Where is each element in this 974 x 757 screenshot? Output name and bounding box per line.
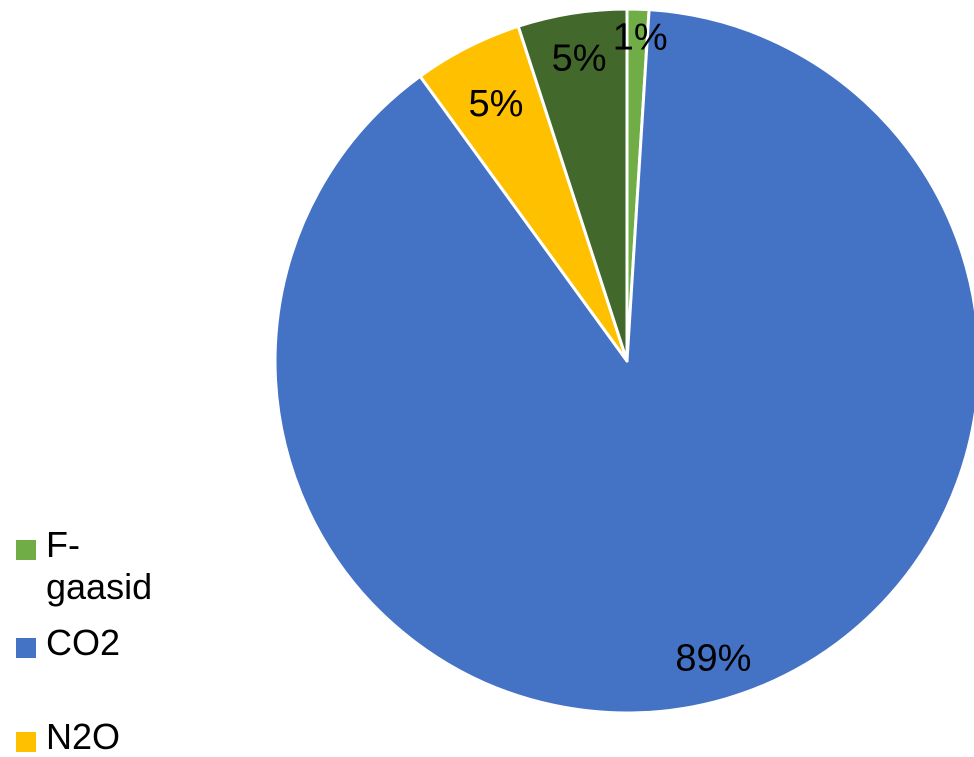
pie-slice-co2 <box>273 8 974 715</box>
pie-slice-other-3 <box>516 7 629 363</box>
data-label-f-gaasid: 1% <box>613 16 668 58</box>
legend-item-f-gaasid: F- gaasid <box>16 524 166 607</box>
legend-item-co2: CO2 <box>16 616 166 676</box>
legend-item-n2o: N2O <box>16 700 166 757</box>
legend-swatch-f-gaasid <box>16 540 36 560</box>
data-label-other-3: 5% <box>552 38 607 80</box>
data-label-co2: 89% <box>675 638 751 680</box>
data-label-n2o: 5% <box>469 83 524 125</box>
legend-label-co2: CO2 <box>46 622 121 663</box>
legend-swatch-co2 <box>16 638 36 658</box>
legend-label-n2o: N2O <box>46 716 121 757</box>
legend-label-f-gaasid: F- gaasid <box>46 524 153 607</box>
legend-swatch-n2o <box>16 732 36 752</box>
